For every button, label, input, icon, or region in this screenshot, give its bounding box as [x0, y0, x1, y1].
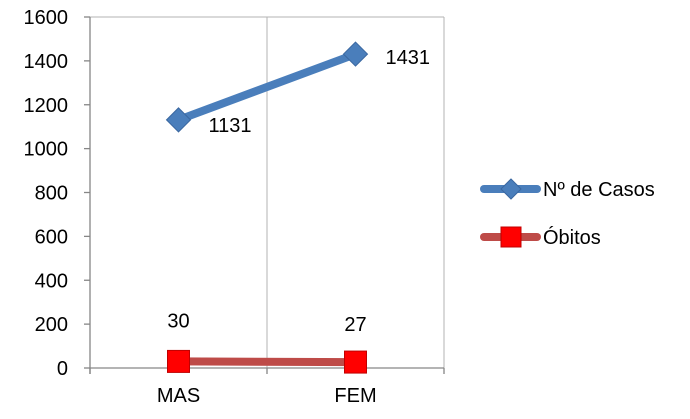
y-tick-label: 200 — [35, 314, 68, 336]
y-tick-label: 1600 — [24, 7, 69, 29]
legend: Nº de Casos Óbitos — [480, 178, 655, 249]
series-line-casos — [174, 50, 360, 124]
data-label: 1431 — [386, 47, 431, 69]
data-label-layer: 1131 1431 30 27 — [167, 47, 430, 336]
series-layer — [165, 41, 369, 374]
data-point-diamond — [165, 107, 192, 133]
series-line-obitos — [174, 357, 360, 367]
data-point-square — [344, 350, 367, 374]
y-tick-label: 1000 — [24, 139, 69, 161]
y-tick-label: 800 — [35, 183, 68, 205]
axis-layer: 0 200 400 600 800 1000 1200 1400 1600 MAS FEM — [24, 7, 445, 407]
data-label: 27 — [344, 314, 366, 336]
legend-label: Óbitos — [543, 226, 601, 249]
legend-marker-diamond — [500, 178, 522, 200]
legend-marker-square — [500, 226, 522, 248]
x-tick-label: FEM — [334, 385, 376, 407]
y-tick-label: 600 — [35, 226, 68, 248]
grid-layer — [90, 16, 445, 368]
y-tick-label: 1200 — [24, 95, 69, 117]
y-tick-label: 1400 — [24, 51, 69, 73]
data-point-diamond — [342, 41, 369, 67]
x-tick-label: MAS — [157, 385, 200, 407]
y-tick-label: 0 — [57, 358, 68, 380]
data-point-square — [167, 349, 190, 373]
legend-label: Nº de Casos — [543, 179, 655, 201]
data-label: 30 — [167, 310, 189, 332]
y-tick-label: 400 — [35, 270, 68, 292]
data-label: 1131 — [209, 115, 252, 137]
